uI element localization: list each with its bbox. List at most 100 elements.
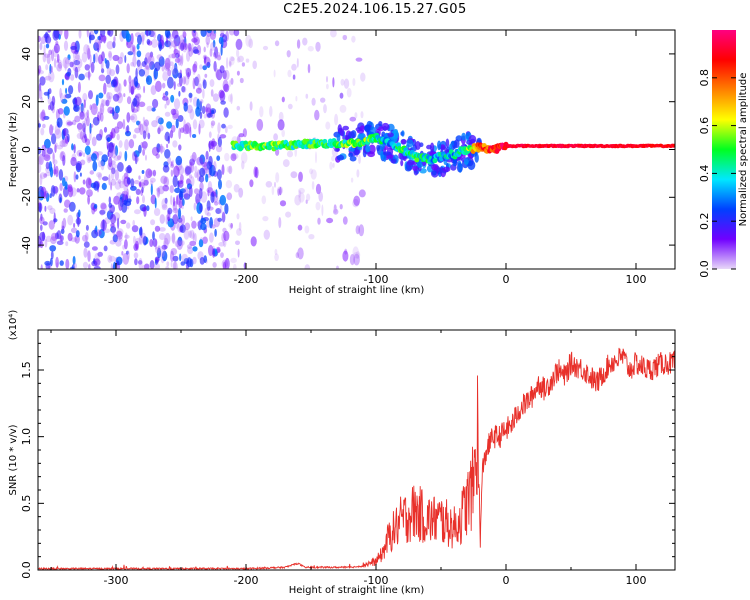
noise-blob	[194, 171, 198, 178]
noise-blob	[180, 240, 185, 246]
noise-blob	[150, 180, 154, 186]
noise-blob	[273, 69, 276, 78]
noise-blob	[53, 163, 56, 176]
noise-blob	[38, 156, 42, 165]
noise-blob	[207, 189, 210, 197]
noise-blob	[147, 54, 155, 66]
noise-blob	[118, 237, 123, 242]
noise-blob	[138, 234, 144, 245]
noise-blob	[146, 30, 149, 37]
noise-blob	[223, 238, 227, 248]
ridge-halo	[401, 139, 407, 145]
noise-blob	[192, 63, 198, 73]
noise-blob	[50, 236, 57, 245]
noise-blob	[159, 214, 165, 224]
noise-blob	[334, 113, 339, 126]
noise-blob	[161, 250, 168, 262]
noise-blob	[68, 186, 74, 198]
noise-blob	[68, 85, 74, 95]
noise-blob	[218, 89, 225, 99]
noise-blob	[116, 261, 120, 266]
noise-blob	[196, 98, 200, 110]
noise-blob	[91, 136, 97, 147]
noise-blob	[64, 93, 72, 99]
colorbar-tick-label: 0.6	[698, 117, 711, 135]
noise-blob	[82, 179, 86, 185]
noise-blob	[113, 146, 116, 155]
noise-blob	[106, 40, 114, 50]
noise-blob	[305, 199, 308, 204]
noise-blob	[215, 208, 222, 214]
noise-blob	[355, 225, 360, 235]
noise-blob	[236, 70, 240, 76]
colorbar-tick-label: 0.8	[698, 69, 711, 87]
snr-series-line	[38, 347, 675, 570]
noise-blob	[191, 37, 198, 43]
ridge-halo	[401, 130, 405, 137]
y-tick-label: 0.5	[20, 495, 33, 513]
noise-blob	[89, 191, 93, 197]
noise-blob	[143, 119, 149, 127]
noise-blob	[133, 150, 140, 158]
noise-blob	[228, 80, 232, 87]
noise-blob	[203, 113, 207, 119]
ridge-halo	[390, 130, 399, 139]
noise-blob	[44, 75, 52, 81]
noise-blob	[59, 140, 66, 148]
noise-blob	[170, 94, 175, 103]
noise-blob	[192, 246, 198, 252]
noise-blob	[194, 76, 200, 87]
noise-blob	[144, 62, 152, 71]
noise-blob	[169, 130, 174, 139]
noise-blob	[206, 200, 211, 212]
noise-blob	[200, 30, 207, 37]
ridge-halo	[463, 158, 469, 165]
noise-blob	[108, 174, 111, 186]
noise-blob	[110, 168, 115, 180]
noise-blob	[271, 185, 275, 196]
noise-blob	[91, 229, 98, 239]
noise-blob	[349, 254, 355, 266]
ridge-halo	[431, 164, 438, 171]
noise-blob	[138, 181, 142, 188]
noise-blob	[70, 156, 77, 167]
noise-blob	[96, 172, 102, 178]
noise-blob	[213, 161, 217, 171]
noise-blob	[99, 209, 105, 216]
noise-blob	[318, 191, 324, 202]
noise-blob	[84, 112, 89, 122]
noise-blob	[343, 78, 350, 89]
noise-blob	[172, 207, 179, 214]
noise-blob	[310, 169, 317, 180]
noise-blob	[88, 34, 95, 41]
noise-blob	[101, 68, 105, 74]
ridge-halo	[457, 160, 462, 167]
noise-blob	[222, 211, 225, 217]
noise-blob	[218, 242, 225, 247]
noise-blob	[163, 134, 167, 140]
noise-blob	[86, 109, 90, 118]
noise-blob	[157, 117, 164, 125]
noise-blob	[99, 33, 103, 44]
noise-blob	[133, 244, 138, 251]
noise-blob	[296, 58, 299, 68]
noise-blob	[193, 60, 198, 69]
noise-blob	[231, 153, 239, 160]
ridge-halo	[382, 151, 391, 156]
noise-blob	[199, 257, 205, 265]
noise-blob	[166, 261, 170, 267]
noise-blob	[155, 246, 160, 254]
noise-blob	[141, 264, 148, 269]
noise-blob	[53, 57, 57, 68]
x-tick-label: 100	[626, 273, 647, 286]
noise-blob	[149, 260, 155, 269]
noise-blob	[157, 127, 161, 135]
noise-blob	[52, 152, 55, 165]
noise-blob	[183, 119, 186, 128]
noise-blob	[126, 30, 130, 41]
noise-blob	[184, 165, 191, 177]
noise-blob	[129, 45, 135, 53]
noise-blob	[165, 214, 168, 225]
noise-blob	[59, 197, 62, 203]
noise-blob	[38, 123, 41, 128]
